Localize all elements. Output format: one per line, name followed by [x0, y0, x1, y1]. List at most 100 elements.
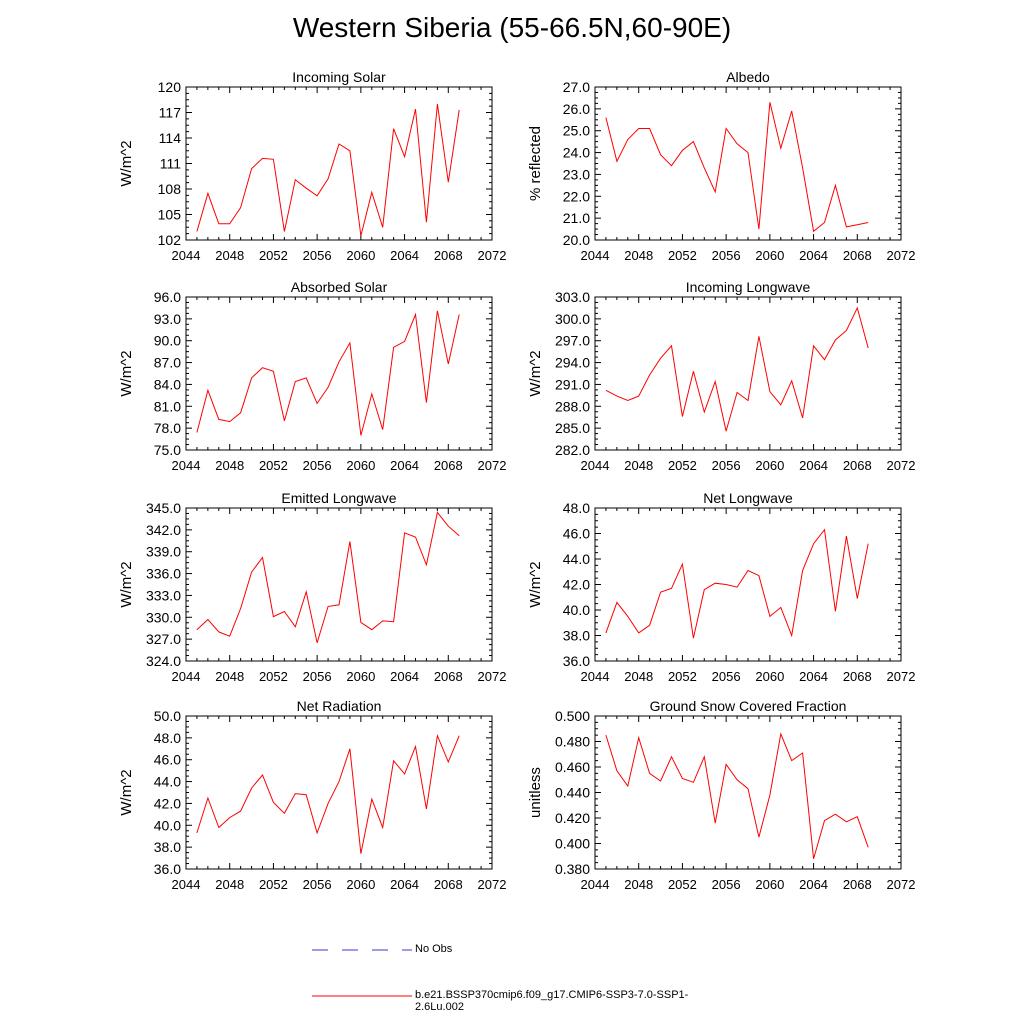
y-tick-label: 339.0	[146, 544, 181, 560]
y-axis-label: W/m^2	[527, 561, 544, 607]
x-tick-label: 2052	[259, 248, 288, 263]
y-tick-label: 48.0	[563, 500, 590, 516]
y-axis-label: unitless	[527, 767, 544, 818]
x-tick-label: 2044	[581, 669, 610, 684]
x-tick-label: 2060	[346, 458, 375, 473]
x-tick-label: 2048	[215, 458, 244, 473]
y-tick-label: 105	[158, 207, 182, 223]
legend-dash-line	[312, 949, 412, 951]
y-tick-label: 44.0	[563, 551, 590, 567]
series-line	[605, 732, 869, 859]
plot-frame	[594, 86, 902, 241]
legend-item-model: b.e21.BSSP370cmip6.f09_g17.CMIP6-SSP3-7.…	[312, 988, 732, 1013]
y-tick-label: 336.0	[146, 566, 181, 582]
plot-frame	[185, 507, 493, 662]
panel-title: Incoming Solar	[292, 69, 386, 85]
y-tick-label: 46.0	[154, 752, 181, 768]
y-tick-label: 327.0	[146, 631, 181, 647]
panel-4: Emitted Longwave 2044 2048 2052 2056 2060 2064…	[118, 490, 506, 684]
y-tick-label: 0.500	[555, 708, 590, 724]
x-tick-label: 2064	[799, 458, 828, 473]
x-tick-label: 2056	[303, 248, 332, 263]
panel-1: Albedo 2044 2048 2052 2056 2060 2064 2068 2072 20…	[527, 69, 915, 263]
y-tick-label: 26.0	[563, 101, 590, 117]
y-tick-label: 22.0	[563, 188, 590, 204]
panel-0: Incoming Solar 2044 2048 2052 2056 2060 2064 20…	[118, 69, 506, 263]
y-tick-label: 48.0	[154, 730, 181, 746]
plot-frame	[185, 296, 493, 451]
y-tick-label: 38.0	[154, 839, 181, 855]
y-tick-label: 96.0	[154, 289, 181, 305]
legend-item-obs: No Obs	[312, 942, 732, 958]
x-tick-label: 2056	[303, 458, 332, 473]
y-tick-label: 120	[158, 79, 182, 95]
y-tick-label: 0.480	[555, 734, 590, 750]
y-tick-label: 0.460	[555, 759, 590, 775]
legend-solid-line	[312, 995, 412, 997]
y-tick-label: 36.0	[563, 653, 590, 669]
y-tick-label: 23.0	[563, 166, 590, 182]
series-line	[605, 306, 869, 432]
y-tick-label: 300.0	[555, 311, 590, 327]
y-tick-label: 87.0	[154, 355, 181, 371]
y-tick-label: 297.0	[555, 333, 590, 349]
x-tick-label: 2072	[887, 248, 916, 263]
y-axis-label: % reflected	[527, 126, 544, 201]
y-tick-label: 40.0	[154, 817, 181, 833]
x-tick-label: 2060	[346, 669, 375, 684]
x-tick-label: 2044	[172, 248, 201, 263]
x-tick-label: 2064	[799, 877, 828, 892]
panel-title: Ground Snow Covered Fraction	[650, 698, 847, 714]
y-tick-label: 42.0	[154, 795, 181, 811]
panel-title: Incoming Longwave	[686, 279, 811, 295]
x-tick-label: 2048	[624, 458, 653, 473]
y-tick-label: 342.0	[146, 522, 181, 538]
panel-5: Net Longwave 2044 2048 2052 2056 2060 2064 2068…	[527, 490, 915, 684]
y-tick-label: 50.0	[154, 708, 181, 724]
panel-6: Net Radiation 2044 2048 2052 2056 2060 2064 206…	[118, 698, 506, 892]
x-tick-label: 2068	[434, 458, 463, 473]
y-tick-label: 21.0	[563, 210, 590, 226]
x-tick-label: 2068	[434, 877, 463, 892]
y-axis-label: W/m^2	[118, 140, 135, 186]
legend-label-model: b.e21.BSSP370cmip6.f09_g17.CMIP6-SSP3-7.…	[415, 989, 689, 1013]
x-tick-label: 2064	[390, 877, 419, 892]
x-tick-label: 2056	[303, 877, 332, 892]
x-tick-label: 2044	[172, 458, 201, 473]
x-tick-label: 2056	[712, 248, 741, 263]
x-tick-label: 2068	[843, 877, 872, 892]
x-tick-label: 2044	[581, 877, 610, 892]
y-tick-label: 84.0	[154, 376, 181, 392]
x-tick-label: 2056	[303, 669, 332, 684]
x-tick-label: 2068	[434, 248, 463, 263]
panel-3: Incoming Longwave 2044 2048 2052 2056 2060 206…	[527, 279, 915, 473]
x-tick-label: 2052	[259, 877, 288, 892]
x-tick-label: 2052	[668, 248, 697, 263]
y-tick-label: 27.0	[563, 79, 590, 95]
x-tick-label: 2060	[755, 458, 784, 473]
x-tick-label: 2048	[624, 248, 653, 263]
x-tick-label: 2064	[799, 248, 828, 263]
y-tick-label: 81.0	[154, 398, 181, 414]
x-tick-label: 2060	[755, 669, 784, 684]
x-tick-label: 2068	[843, 248, 872, 263]
y-axis-label: W/m^2	[118, 769, 135, 815]
x-tick-label: 2044	[581, 458, 610, 473]
x-tick-label: 2060	[755, 248, 784, 263]
panel-title: Net Longwave	[703, 490, 793, 506]
x-tick-label: 2072	[478, 877, 507, 892]
x-tick-label: 2072	[887, 458, 916, 473]
x-tick-label: 2048	[624, 669, 653, 684]
x-tick-label: 2052	[259, 669, 288, 684]
x-tick-label: 2052	[259, 458, 288, 473]
panel-title: Emitted Longwave	[281, 490, 396, 506]
x-tick-label: 2056	[712, 669, 741, 684]
x-tick-label: 2064	[390, 669, 419, 684]
plot-frame	[594, 715, 902, 870]
series-line	[196, 733, 460, 854]
y-tick-label: 20.0	[563, 232, 590, 248]
x-tick-label: 2052	[668, 458, 697, 473]
x-tick-label: 2072	[478, 458, 507, 473]
y-tick-label: 111	[160, 156, 181, 172]
